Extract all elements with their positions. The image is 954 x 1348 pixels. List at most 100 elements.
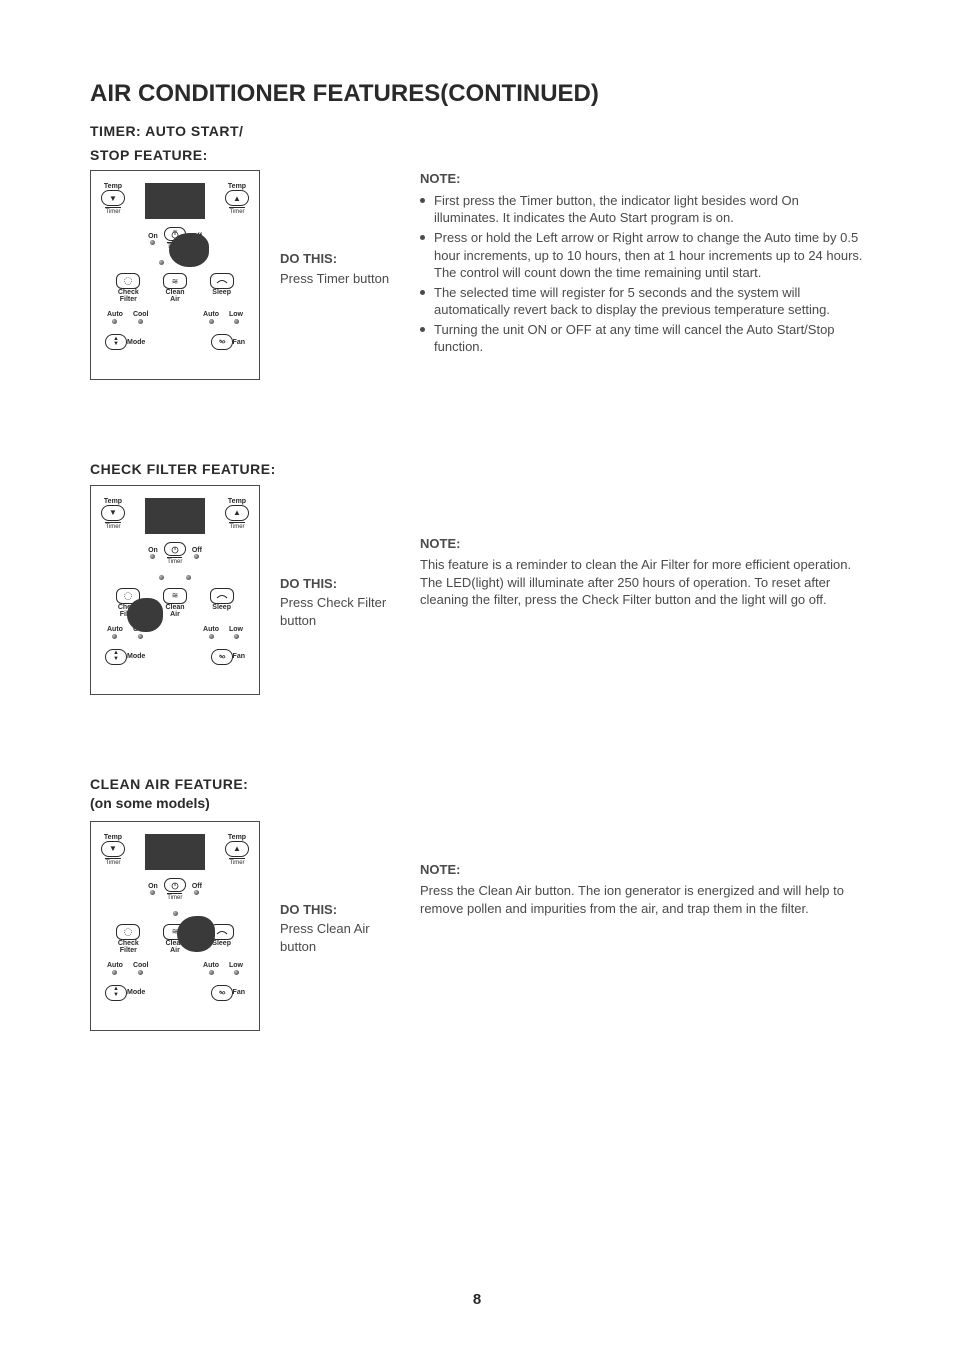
callout-body: Press Clean Air button [280, 920, 400, 955]
lbl-timer: Timer [229, 858, 244, 866]
lbl-sleep: Sleep [212, 289, 231, 296]
lbl-temp: Temp [228, 498, 246, 505]
lbl-auto: Auto [107, 311, 123, 318]
lbl-air: Air [170, 947, 180, 954]
led-dot [234, 634, 239, 639]
led-on [150, 240, 155, 245]
lbl-fan: Fan [233, 989, 245, 996]
panel-col: Temp▼Timer Temp▲Timer On Timer Off Check… [90, 821, 260, 1031]
lbl-mode: Mode [127, 989, 145, 996]
led-dot [159, 260, 164, 265]
section-heading-timer-l2: STOP FEATURE: [90, 146, 864, 164]
led-dot [150, 890, 155, 895]
sleep-button[interactable] [210, 273, 234, 289]
mode-button[interactable]: ▲▼ [105, 985, 127, 1001]
display-screen [145, 498, 205, 534]
display-screen [145, 183, 205, 219]
temp-down-button[interactable]: ▼ [101, 505, 125, 521]
led-dot [209, 970, 214, 975]
fan-button[interactable] [211, 985, 233, 1001]
page-number: 8 [0, 1291, 954, 1308]
clean-air-button[interactable]: ≋ [163, 588, 187, 604]
lbl-timer: Timer [167, 893, 182, 901]
remote-panel-timer: Temp▼Timer Temp▲Timer On Timer Off Check… [90, 170, 260, 380]
lbl-check: Check [118, 289, 139, 296]
lbl-timer: Timer [229, 207, 244, 215]
led-dot [194, 554, 199, 559]
mode-button[interactable]: ▲▼ [105, 334, 127, 350]
led-dot [138, 634, 143, 639]
note-bullets: First press the Timer button, the indica… [420, 192, 864, 356]
temp-up-button[interactable]: ▲ [225, 190, 249, 206]
lbl-on: On [148, 547, 158, 554]
callout-filter: DO THIS: Press Check Filter button [280, 485, 400, 630]
callout-cleanair: DO THIS: Press Clean Air button [280, 821, 400, 956]
lbl-clean: Clean [165, 604, 184, 611]
lbl-low: Low [229, 962, 243, 969]
callout-title: DO THIS: [280, 901, 400, 919]
lbl-timer: Timer [229, 522, 244, 530]
led-dot [209, 634, 214, 639]
bullet: First press the Timer button, the indica… [420, 192, 864, 227]
note-label: NOTE: [420, 535, 864, 553]
callout-timer: DO THIS: Press Timer button [280, 170, 400, 287]
panel-col: Temp▼Timer Temp▲Timer On Timer Off Check… [90, 170, 260, 380]
note-label: NOTE: [420, 170, 864, 188]
sleep-button[interactable] [210, 588, 234, 604]
lbl-timer: Timer [105, 522, 120, 530]
callout-body: Press Check Filter button [280, 594, 400, 629]
lbl-temp: Temp [104, 183, 122, 190]
lbl-air: Air [170, 296, 180, 303]
lbl-cool: Cool [133, 311, 149, 318]
check-filter-button[interactable] [116, 924, 140, 940]
timer-button[interactable] [164, 878, 186, 892]
lbl-filter: Filter [120, 947, 137, 954]
highlight-cleanair [177, 916, 215, 952]
highlight-filter [127, 598, 163, 632]
lbl-on: On [148, 883, 158, 890]
bullet: Turning the unit ON or OFF at any time w… [420, 321, 864, 356]
remote-panel-filter: Temp▼Timer Temp▲Timer On Timer Off Check… [90, 485, 260, 695]
temp-down-button[interactable]: ▼ [101, 841, 125, 857]
temp-up-button[interactable]: ▲ [225, 505, 249, 521]
lbl-sleep: Sleep [212, 940, 231, 947]
timer-button[interactable] [164, 542, 186, 556]
note-label: NOTE: [420, 861, 864, 879]
led-dot [234, 970, 239, 975]
led-dot [138, 319, 143, 324]
lbl-temp: Temp [104, 498, 122, 505]
led-dot [209, 319, 214, 324]
clean-air-button[interactable]: ≋ [163, 273, 187, 289]
fan-button[interactable] [211, 334, 233, 350]
panel-col: Temp▼Timer Temp▲Timer On Timer Off Check… [90, 485, 260, 695]
callout-title: DO THIS: [280, 575, 400, 593]
lbl-auto: Auto [107, 962, 123, 969]
note-body: This feature is a reminder to clean the … [420, 556, 864, 609]
bullet: Press or hold the Left arrow or Right ar… [420, 229, 864, 282]
mode-button[interactable]: ▲▼ [105, 649, 127, 665]
section-heading-filter: CHECK FILTER FEATURE: [90, 460, 864, 478]
callout-body: Press Timer button [280, 270, 400, 288]
lbl-temp: Temp [228, 183, 246, 190]
lbl-on: On [148, 233, 158, 240]
section-row-filter: Temp▼Timer Temp▲Timer On Timer Off Check… [90, 485, 864, 695]
remote-panel-cleanair: Temp▼Timer Temp▲Timer On Timer Off Check… [90, 821, 260, 1031]
section-sub-cleanair: (on some models) [90, 795, 864, 811]
lbl-timer: Timer [105, 858, 120, 866]
lbl-low: Low [229, 626, 243, 633]
lbl-air: Air [170, 611, 180, 618]
bullet: The selected time will register for 5 se… [420, 284, 864, 319]
led-dot [112, 634, 117, 639]
led-dot [194, 890, 199, 895]
temp-up-button[interactable]: ▲ [225, 841, 249, 857]
lbl-temp: Temp [228, 834, 246, 841]
note-body: Press the Clean Air button. The ion gene… [420, 882, 864, 917]
lbl-mode: Mode [127, 339, 145, 346]
fan-button[interactable] [211, 649, 233, 665]
lbl-off: Off [192, 547, 202, 554]
section-heading-timer-l1: TIMER: AUTO START/ [90, 122, 864, 140]
note-cleanair: NOTE: Press the Clean Air button. The io… [420, 821, 864, 918]
check-filter-button[interactable] [116, 273, 140, 289]
section-heading-cleanair: CLEAN AIR FEATURE: [90, 775, 864, 793]
temp-down-button[interactable]: ▼ [101, 190, 125, 206]
